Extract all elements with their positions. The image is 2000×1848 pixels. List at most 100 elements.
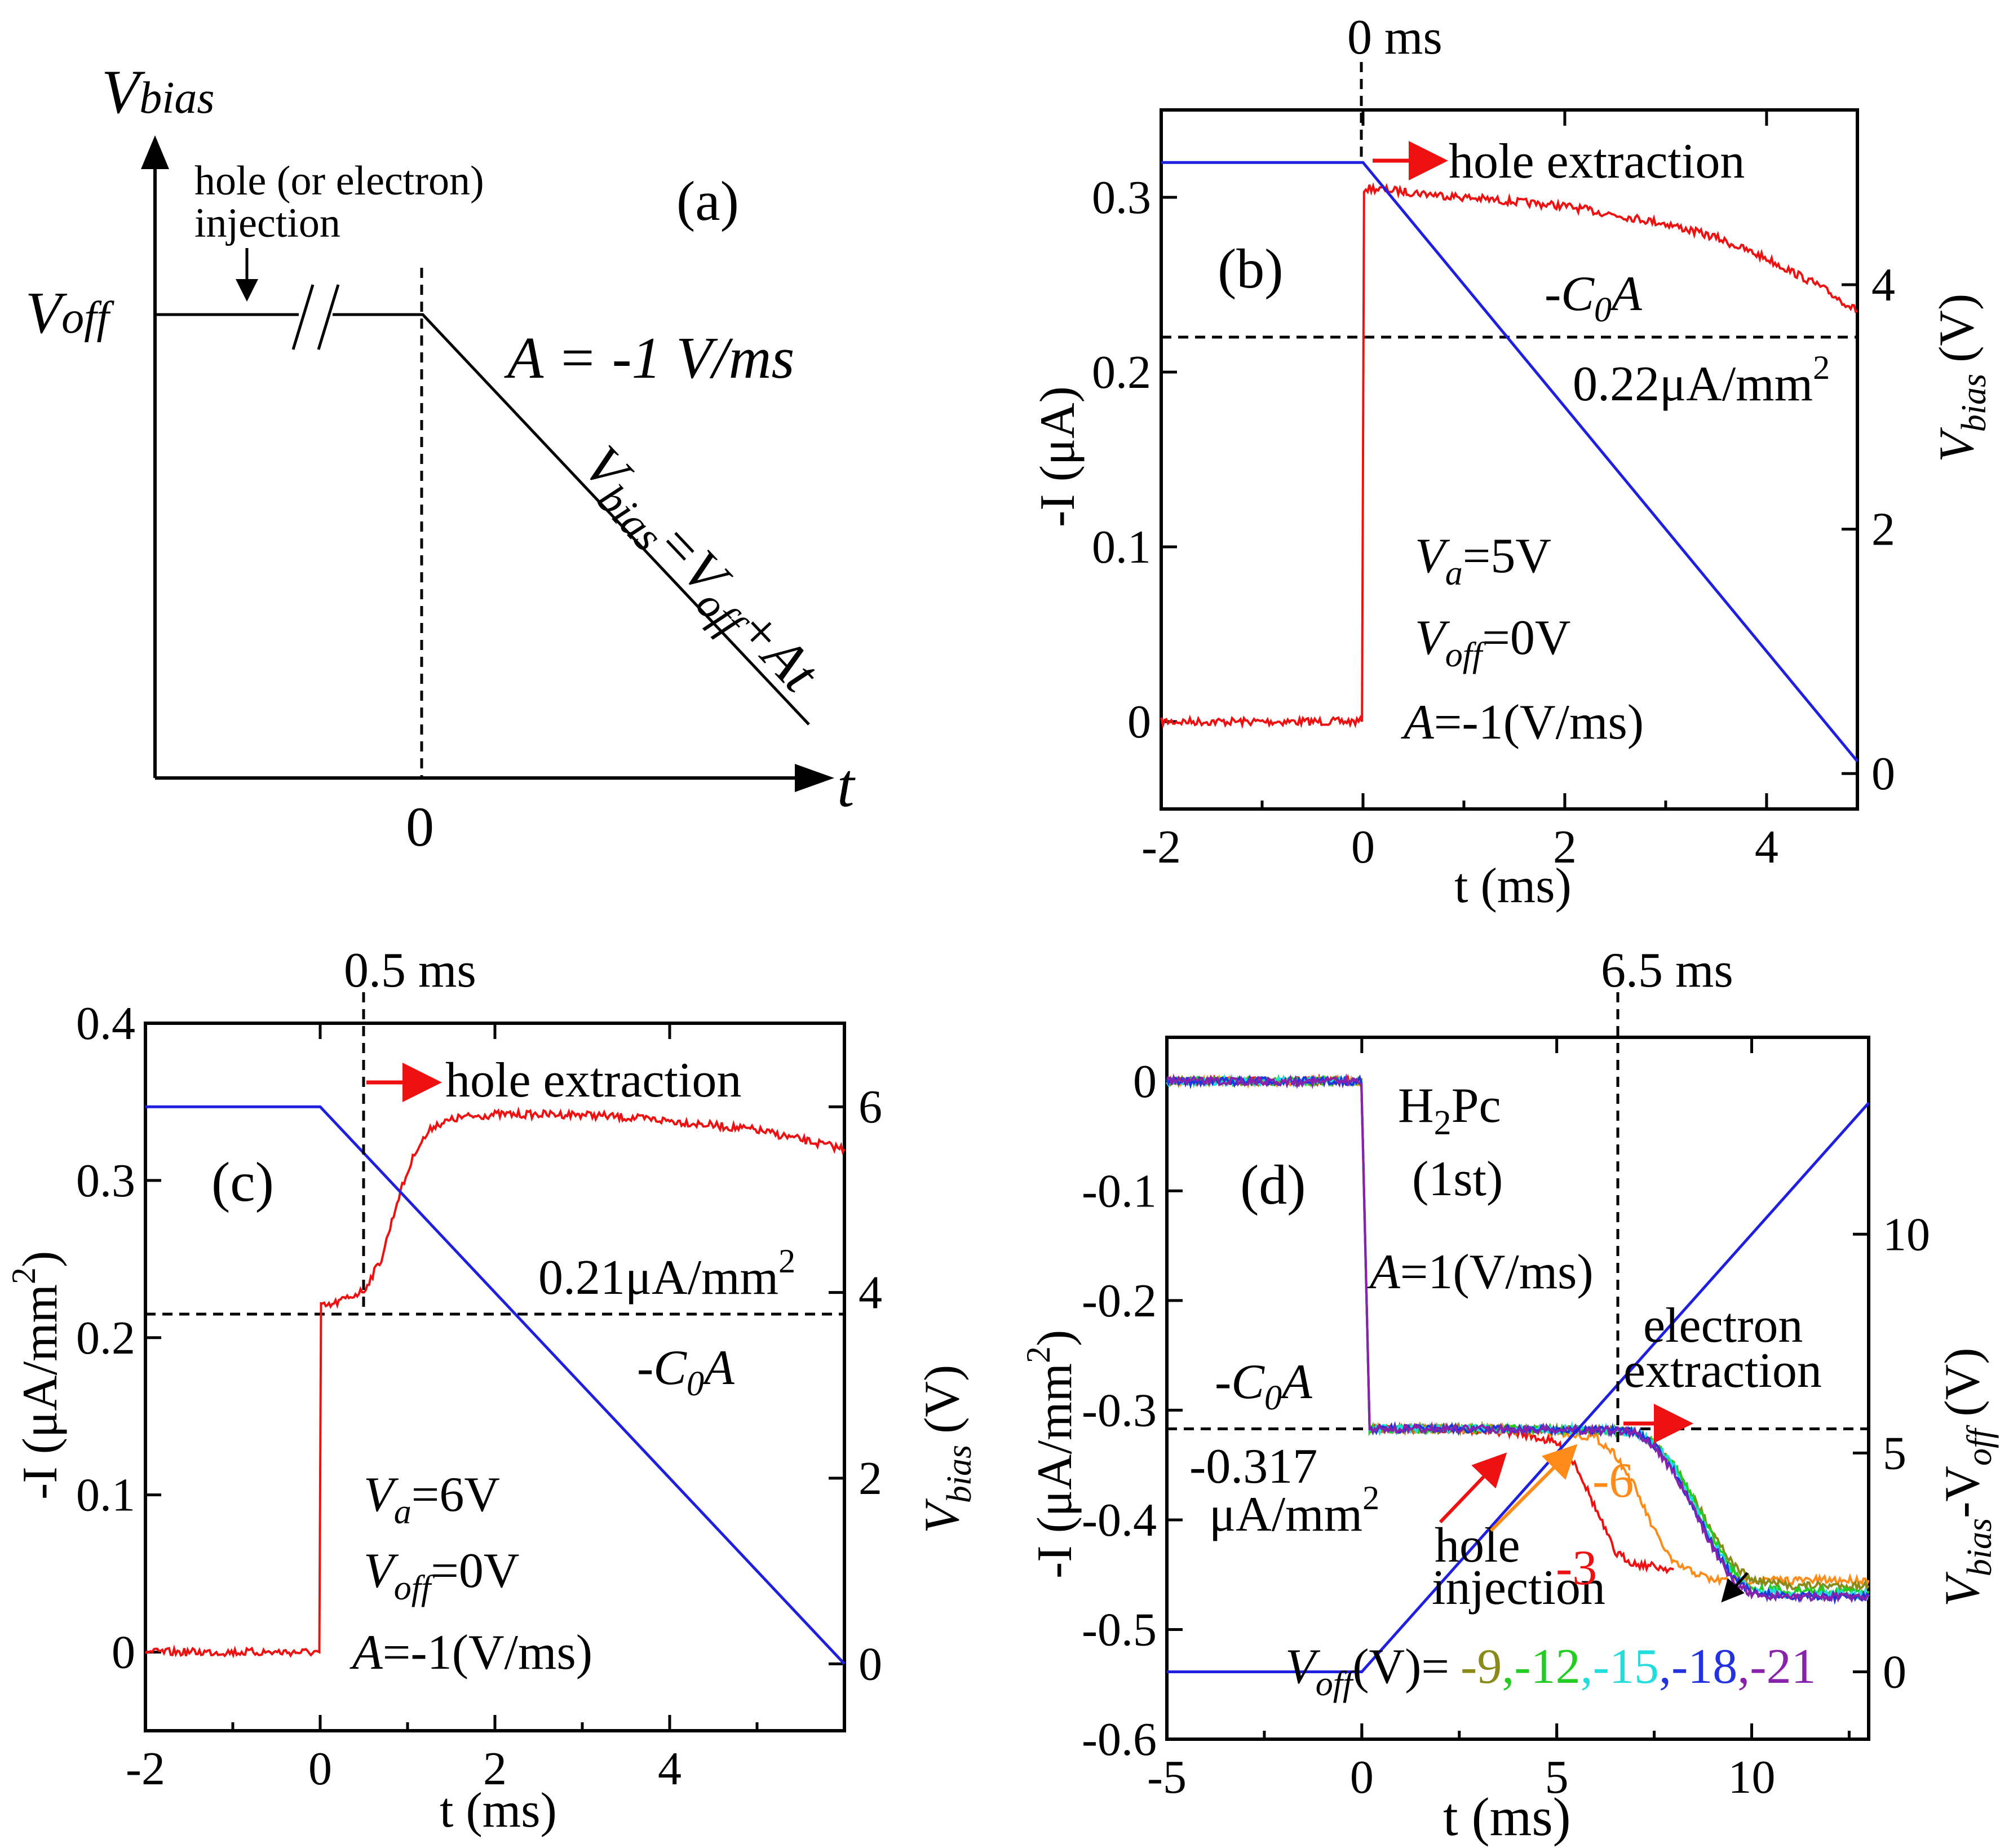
x-tick-label: 10 — [1728, 1751, 1776, 1803]
x-tick-label: 4 — [658, 1743, 682, 1795]
panel-d-legend-pointer-icon — [1721, 1572, 1749, 1603]
panel-c-ticks: -2 0 2 4 0 0.1 0.2 0.3 0.4 0 2 4 6 — [76, 997, 882, 1795]
panel-d-y-left-label: -I (μA/mm2) — [1020, 1330, 1082, 1579]
panel-b-y-left-label: -I (μA) — [1030, 386, 1085, 527]
panel-d-injection-1: hole — [1435, 1518, 1520, 1573]
panel-d-ticks: -5 0 5 10 0 -0.1 -0.2 -0.3 -0.4 -0.5 -0.6 0 5 10 — [1082, 1037, 1930, 1803]
x-tick-label: -2 — [126, 1743, 165, 1795]
panel-d: -5 0 5 10 0 -0.1 -0.2 -0.3 -0.4 -0.5 -0.6 0 5 10 6.5 … — [1020, 943, 1999, 1847]
panel-b-frame — [1160, 108, 1859, 811]
panel-a-ramp-line — [333, 313, 810, 726]
y-left-tick-label: 0.1 — [1092, 521, 1151, 573]
series-line--I — [144, 1106, 846, 1659]
y-left-tick-label: -0.4 — [1082, 1494, 1157, 1546]
panel-b-x-label: t (ms) — [1454, 859, 1572, 913]
y-right-tick-label: 10 — [1883, 1208, 1930, 1261]
y-right-tick-label: 2 — [1871, 503, 1895, 556]
panel-a-break-mark-2 — [317, 284, 340, 350]
panel-d-c0a: -C0A — [1215, 1355, 1313, 1417]
panel-a-x-arrow-icon — [795, 764, 834, 792]
panel-b-arrow-note: hole extraction — [1449, 134, 1745, 189]
x-tick-label: 5 — [1545, 1751, 1569, 1803]
x-tick-label: -5 — [1147, 1751, 1187, 1803]
series-line--21 — [1166, 1073, 1869, 1603]
panel-d-level-1: -0.317 — [1189, 1439, 1317, 1494]
y-right-tick-label: 0 — [859, 1638, 882, 1690]
panel-c-param-va: Va=6V — [364, 1467, 500, 1531]
panel-a: Vbias t 0 (a) Voff hole (or electron) in… — [25, 58, 856, 858]
y-left-tick-label: 0.2 — [1092, 346, 1151, 399]
panel-a-break-mark-1 — [291, 284, 315, 350]
x-tick-label: 0 — [1351, 821, 1375, 873]
panel-b-param-voff: Voff=0V — [1415, 611, 1570, 674]
panel-d-level-2: μA/mm2 — [1209, 1479, 1379, 1542]
y-right-tick-label: 6 — [859, 1081, 882, 1133]
panel-a-injection-note-2: injection — [194, 200, 340, 246]
series-line-V-bias-V-off — [1167, 1102, 1870, 1673]
panel-c-param-voff: Voff=0V — [364, 1544, 519, 1607]
panel-b-series — [1160, 161, 1859, 763]
legend-value-m18: ,-18 — [1659, 1639, 1737, 1694]
panel-d-material-run: (1st) — [1412, 1152, 1503, 1206]
panel-d-x-label: t (ms) — [1443, 1787, 1571, 1847]
panel-b-level-label: 0.22μA/mm2 — [1573, 349, 1830, 412]
panel-d-legend: Voff(V)= -9,-12,-15,-18,-21 — [1285, 1639, 1816, 1703]
panel-a-y-label: Vbias — [101, 58, 215, 126]
y-right-tick-label: 0 — [1883, 1646, 1906, 1698]
y-left-tick-label: -0.2 — [1082, 1275, 1157, 1327]
panel-d-y-right-label: Vbias-Voff (V) — [1935, 1347, 1999, 1607]
panel-d-tag: (d) — [1240, 1153, 1306, 1216]
panel-d-rate: A=1(V/ms) — [1367, 1245, 1594, 1299]
panel-d-extraction-2: extraction — [1623, 1343, 1822, 1398]
panel-c-level-label: 0.21μA/mm2 — [538, 1243, 795, 1305]
panel-b-tag: (b) — [1218, 237, 1284, 300]
panel-c-top-marker: 0.5 ms — [344, 943, 476, 998]
y-left-tick-label: 0.3 — [1092, 171, 1151, 224]
panel-a-injection-note-1: hole (or electron) — [194, 158, 484, 204]
panel-c-arrow-note: hole extraction — [445, 1053, 741, 1108]
x-tick-label: 0 — [1350, 1751, 1374, 1803]
panel-c: -2 0 2 4 0 0.1 0.2 0.3 0.4 0 2 4 6 0.5 ms hole extra… — [5, 943, 979, 1838]
panel-d-curve-label-m6: -6 — [1592, 1453, 1634, 1508]
legend-value-m9: -9 — [1461, 1639, 1502, 1694]
series-line-V-bias — [1161, 161, 1859, 763]
x-tick-label: -2 — [1141, 821, 1181, 873]
panel-d-curve-label-m3: -3 — [1556, 1541, 1597, 1595]
panel-d-frame — [1165, 1036, 1870, 1741]
y-left-tick-label: 0.2 — [76, 1312, 135, 1364]
panel-c-x-label: t (ms) — [440, 1783, 557, 1838]
panel-c-param-a: A=-1(V/ms) — [349, 1625, 592, 1680]
series-line--I — [1160, 182, 1858, 730]
panel-b-param-a: A=-1(V/ms) — [1401, 695, 1644, 750]
panel-d-material: H2Pc — [1398, 1078, 1501, 1142]
panel-c-c0a: -C0A — [637, 1341, 735, 1403]
panel-b-param-va: Va=5V — [1415, 529, 1551, 593]
panel-b-top-marker: 0 ms — [1347, 10, 1443, 65]
panel-d-top-marker: 6.5 ms — [1601, 943, 1733, 998]
panel-b-ticks: -2 0 2 4 0 0.1 0.2 0.3 0 2 4 — [1092, 110, 1895, 873]
x-tick-label: 2 — [1553, 821, 1577, 873]
y-left-tick-label: -0.3 — [1082, 1384, 1157, 1436]
y-left-tick-label: -0.6 — [1082, 1713, 1157, 1766]
y-left-tick-label: 0 — [1133, 1055, 1157, 1108]
panel-d-injection-2: injection — [1432, 1560, 1605, 1615]
y-left-tick-label: 0 — [1127, 696, 1151, 748]
y-left-tick-label: 0.3 — [76, 1155, 135, 1207]
panel-c-series — [144, 1105, 846, 1665]
y-right-tick-label: 0 — [1871, 748, 1895, 800]
y-right-tick-label: 4 — [1871, 259, 1895, 311]
series-line-V-bias — [145, 1105, 846, 1665]
panel-a-x-label: t — [837, 751, 856, 820]
panel-c-y-left-label: -I (μA/mm2) — [5, 1251, 68, 1500]
panel-d-extraction-1: electron — [1643, 1298, 1803, 1353]
y-left-tick-label: -0.5 — [1082, 1603, 1157, 1656]
panel-a-ramp-equation: Vbias=Voff+At — [565, 434, 832, 711]
y-left-tick-label: 0.1 — [76, 1469, 135, 1522]
panel-a-y-arrow-icon — [141, 135, 169, 169]
y-left-tick-label: 0 — [112, 1626, 135, 1679]
y-left-tick-label: -0.1 — [1082, 1165, 1157, 1217]
y-right-tick-label: 2 — [859, 1452, 882, 1505]
panel-c-tag: (c) — [211, 1151, 274, 1213]
